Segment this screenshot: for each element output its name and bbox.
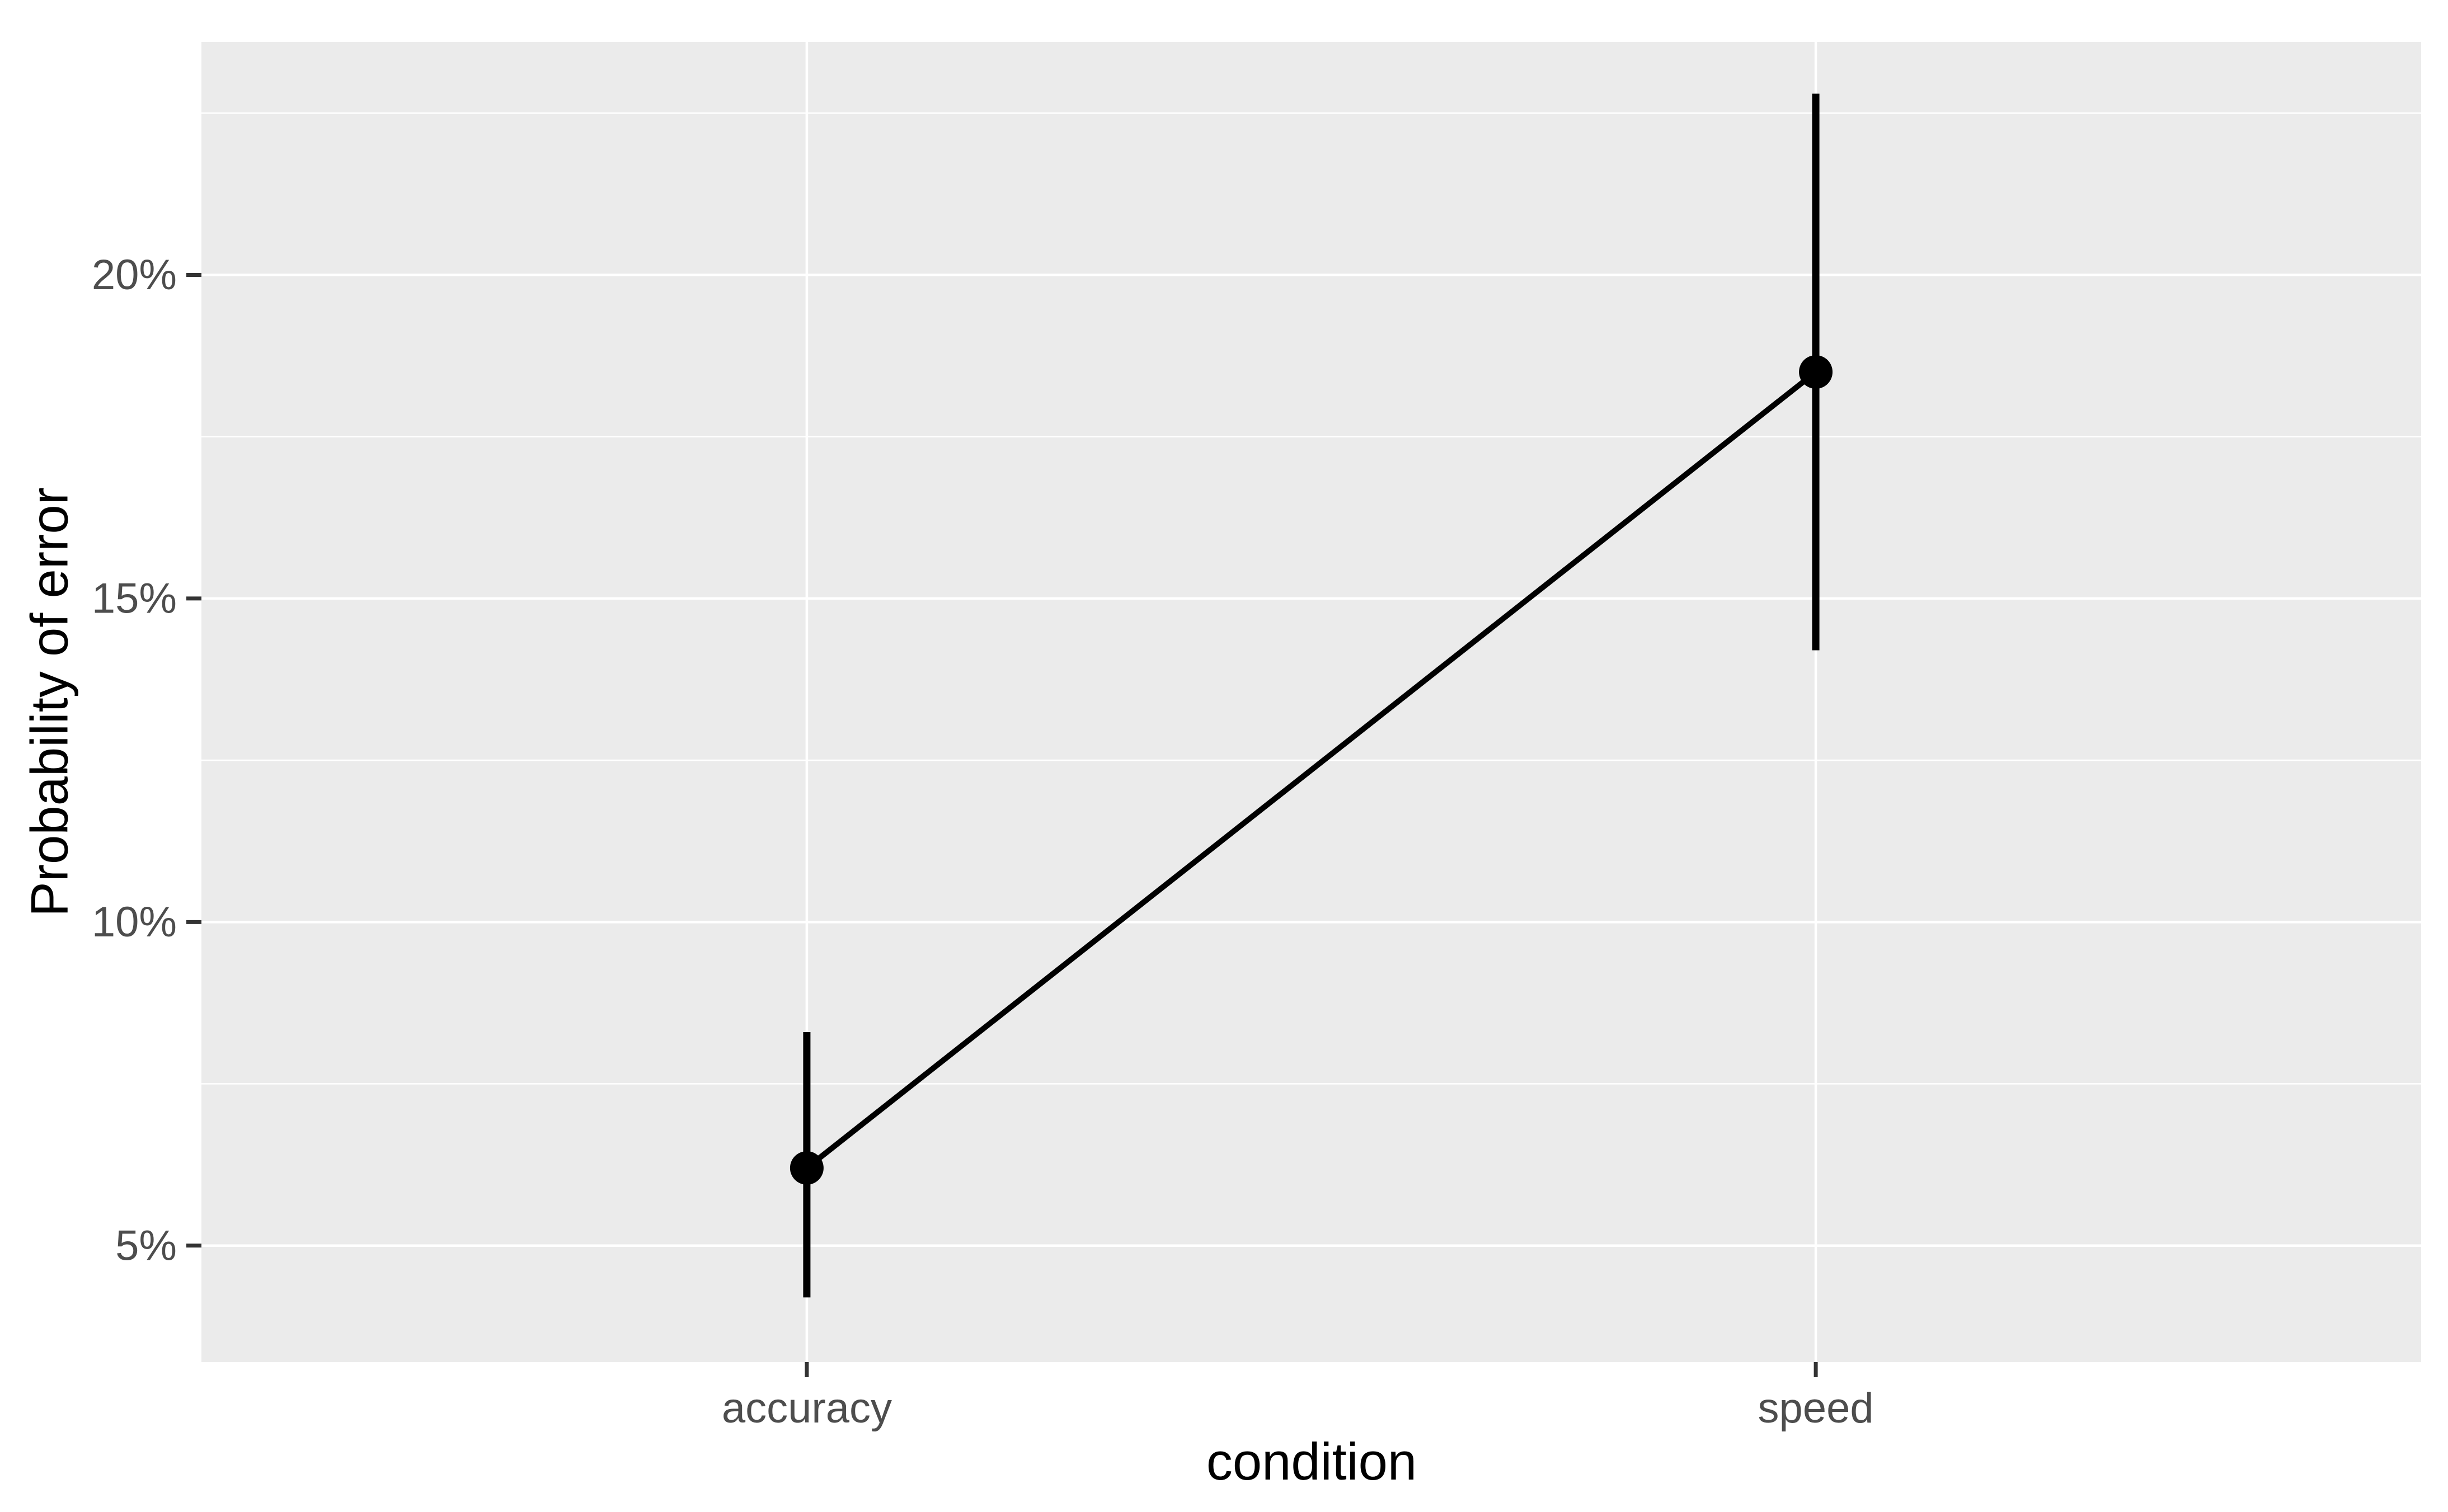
x-axis-tick-labels: accuracy speed bbox=[722, 1384, 1874, 1432]
y-axis-tick-labels: 5% 10% 15% 20% bbox=[92, 251, 177, 1269]
x-tick-label: accuracy bbox=[722, 1384, 892, 1432]
data-point-speed bbox=[1799, 355, 1833, 389]
data-points-group bbox=[790, 355, 1833, 1185]
trend-line bbox=[805, 370, 1818, 1170]
x-axis-ticks bbox=[805, 1362, 1818, 1377]
data-point-accuracy bbox=[790, 1151, 824, 1185]
y-axis-title: Probability of error bbox=[20, 487, 79, 917]
major-gridlines-y bbox=[201, 274, 2421, 1247]
y-tick-label: 5% bbox=[115, 1222, 177, 1269]
y-axis-ticks bbox=[186, 272, 201, 1248]
x-tick-label: speed bbox=[1758, 1384, 1874, 1432]
x-axis-title: condition bbox=[1206, 1432, 1417, 1491]
trend-line-group bbox=[805, 370, 1818, 1170]
y-tick-label: 15% bbox=[92, 574, 177, 622]
panel-background bbox=[201, 42, 2421, 1362]
minor-gridlines bbox=[201, 112, 2421, 1085]
y-tick-label: 10% bbox=[92, 898, 177, 946]
y-tick-label: 20% bbox=[92, 251, 177, 299]
